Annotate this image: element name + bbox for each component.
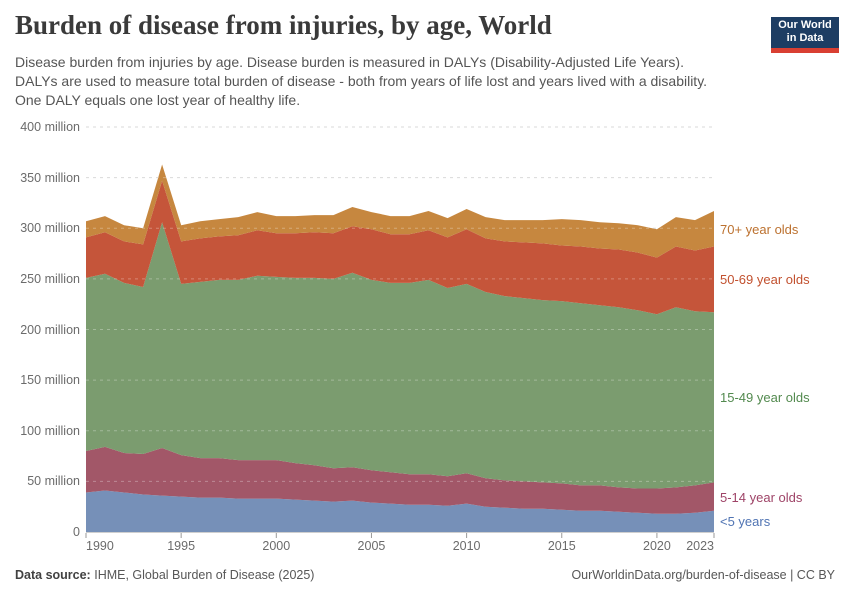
area-<5-years [86,490,714,532]
owid-logo-text: Our World in Data [771,17,839,48]
subtitle-line: Disease burden from injuries by age. Dis… [15,54,684,70]
x-tick-label-2010: 2010 [452,539,481,553]
y-tick-label-350: 350 million [20,170,80,185]
y-tick-label-50: 50 million [27,474,80,489]
x-tick-label-2023: 2023 [686,539,714,553]
data-source: Data source: IHME, Global Burden of Dise… [15,568,314,582]
x-tick-label-2020: 2020 [643,539,671,553]
owid-logo: Our World in Data [771,17,839,53]
data-source-text: IHME, Global Burden of Disease (2025) [94,568,315,582]
x-tick-label-1995: 1995 [167,539,196,553]
owid-logo-line1: Our World [778,19,832,31]
legend-label-50-69-year-olds: 50-69 year olds [720,272,810,288]
legend-label-5-14-year-olds: 5-14 year olds [720,489,803,505]
area-5-14-year-olds [86,446,714,514]
legend-label-70+-year-olds: 70+ year olds [720,221,799,237]
area-series [86,164,714,532]
data-source-label: Data source: [15,568,91,582]
chart-footer: Data source: IHME, Global Burden of Dise… [15,568,835,582]
attribution: OurWorldinData.org/burden-of-disease | C… [571,568,835,582]
y-tick-label-200: 200 million [20,322,80,337]
y-tick-label-300: 300 million [20,221,80,236]
area-50-69-year-olds [86,180,714,315]
owid-logo-line2: in Data [786,32,824,44]
y-tick-label-100: 100 million [20,423,80,438]
legend-label-15-49-year-olds: 15-49 year olds [720,390,810,406]
y-tick-label-400: 400 million [20,120,80,134]
area-70+-year-olds [86,164,714,258]
y-tick-label-0: 0 [73,525,80,539]
y-tick-label-150: 150 million [20,373,80,388]
area-15-49-year-olds [86,222,714,489]
page-title: Burden of disease from injuries, by age,… [15,10,552,40]
subtitle-line: DALYs are used to measure total burden o… [15,73,708,89]
x-tick-label-2015: 2015 [547,539,576,553]
page-subtitle: Disease burden from injuries by age. Dis… [15,53,785,110]
x-tick-label-2000: 2000 [262,539,291,553]
x-tick-label-1990: 1990 [86,539,114,553]
legend-label-<5-years: <5 years [720,514,771,530]
owid-logo-red-bar [771,48,839,53]
subtitle-line: One DALY equals one lost year of healthy… [15,92,301,108]
y-tick-label-250: 250 million [20,271,80,286]
x-tick-label-2005: 2005 [357,539,386,553]
x-axis [85,532,715,538]
